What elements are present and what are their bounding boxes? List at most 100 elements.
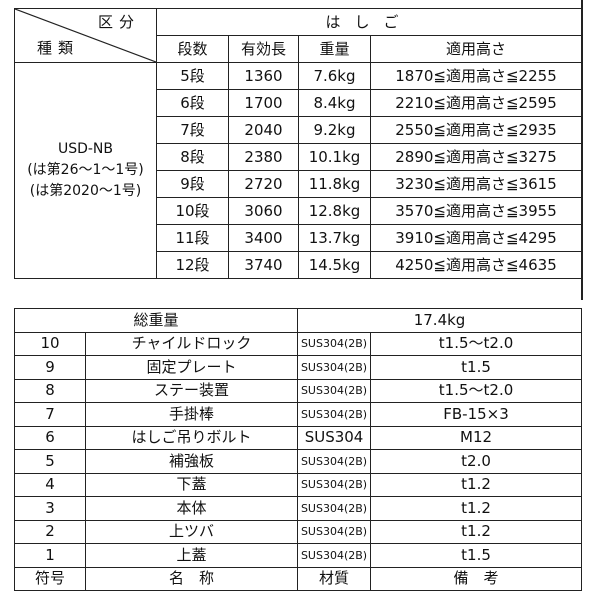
type-line: (は第26～1～1号) bbox=[27, 162, 144, 178]
table-cell: 8 bbox=[14, 378, 86, 403]
table-cell: 7.6kg bbox=[298, 62, 371, 90]
table-cell: ステー装置 bbox=[84, 378, 299, 403]
table-row: 11段 3400 13.7kg 3910≦適用高さ≦4295 bbox=[15, 224, 583, 252]
table-cell: t1.2 bbox=[370, 472, 583, 497]
corner-header-cell: 区分 種類 bbox=[14, 8, 157, 63]
total-weight-value: 17.4kg bbox=[297, 308, 583, 333]
table-cell: 2 bbox=[14, 519, 86, 544]
table-cell: 1700 bbox=[228, 89, 299, 117]
table-row: 10 チャイルドロック SUS304(2B) t1.5～t2.0 bbox=[14, 331, 583, 356]
table-cell: 6 bbox=[14, 425, 86, 450]
footer-header: 名 称 bbox=[84, 566, 299, 591]
table-cell: 14.5kg bbox=[298, 251, 371, 279]
table-cell: 3230≦適用高さ≦3615 bbox=[369, 170, 583, 198]
table-cell: SUS304(2B) bbox=[297, 449, 372, 474]
table-cell: 上蓋 bbox=[84, 543, 299, 568]
table-cell: M12 bbox=[370, 425, 583, 450]
table-cell: 手掛棒 bbox=[84, 402, 299, 427]
table-cell: 下蓋 bbox=[84, 472, 299, 497]
table-cell: t1.5～t2.0 bbox=[370, 331, 583, 356]
table-cell: 1870≦適用高さ≦2255 bbox=[369, 62, 583, 90]
table-cell: 上ツバ bbox=[84, 519, 299, 544]
table-cell: SUS304(2B) bbox=[297, 331, 372, 356]
table-cell: SUS304 bbox=[297, 425, 372, 450]
table-cell: 固定プレート bbox=[84, 355, 299, 380]
table-cell: 補強板 bbox=[84, 449, 299, 474]
table-row: 6段 1700 8.4kg 2210≦適用高さ≦2595 bbox=[15, 89, 583, 117]
table-cell: 10.1kg bbox=[298, 143, 371, 171]
total-weight-label: 総重量 bbox=[13, 308, 299, 333]
table-cell: t1.5 bbox=[370, 543, 583, 568]
table-cell: SUS304(2B) bbox=[297, 378, 372, 403]
table-cell: 9 bbox=[14, 355, 86, 380]
table-row: 3 本体 SUS304(2B) t1.2 bbox=[14, 496, 583, 521]
table-row: 9 固定プレート SUS304(2B) t1.5 bbox=[14, 355, 583, 380]
table-cell: SUS304(2B) bbox=[297, 355, 372, 380]
table-cell: 2040 bbox=[228, 116, 299, 144]
corner-top-label: 区分 bbox=[97, 13, 140, 31]
table-cell: 4250≦適用高さ≦4635 bbox=[369, 251, 583, 279]
table-row: 12段 3740 14.5kg 4250≦適用高さ≦4635 bbox=[15, 251, 583, 279]
table-cell: t1.5～t2.0 bbox=[370, 378, 583, 403]
table-cell: 3400 bbox=[228, 224, 299, 252]
table-cell: 6段 bbox=[156, 89, 229, 117]
table-row: 7 手掛棒 SUS304(2B) FB-15×3 bbox=[14, 402, 583, 427]
table-cell: FB-15×3 bbox=[370, 402, 583, 427]
table-cell: はしご吊りボルト bbox=[84, 425, 299, 450]
table-cell: 11段 bbox=[156, 224, 229, 252]
table-row: 9段 2720 11.8kg 3230≦適用高さ≦3615 bbox=[15, 170, 583, 198]
table-cell: t2.0 bbox=[370, 449, 583, 474]
corner-bottom-label: 種類 bbox=[37, 39, 80, 57]
table-cell: 9.2kg bbox=[298, 116, 371, 144]
type-line: (は第2020～1号) bbox=[29, 183, 142, 199]
table-cell: 2210≦適用高さ≦2595 bbox=[369, 89, 583, 117]
frame-line bbox=[581, 0, 583, 300]
table-cell: 3060 bbox=[228, 197, 299, 225]
table-cell: 3 bbox=[14, 496, 86, 521]
table-cell: 3740 bbox=[228, 251, 299, 279]
table-cell: 10段 bbox=[156, 197, 229, 225]
table-row: 8 ステー装置 SUS304(2B) t1.5～t2.0 bbox=[14, 378, 583, 403]
table-cell: 8段 bbox=[156, 143, 229, 171]
table-cell: SUS304(2B) bbox=[297, 402, 372, 427]
table-cell: t1.2 bbox=[370, 519, 583, 544]
table-cell: 8.4kg bbox=[298, 89, 371, 117]
table-cell: 10 bbox=[14, 331, 86, 356]
table-cell: t1.2 bbox=[370, 496, 583, 521]
table-row: 10段 3060 12.8kg 3570≦適用高さ≦3955 bbox=[15, 197, 583, 225]
table-cell: SUS304(2B) bbox=[297, 519, 372, 544]
table-row: 1 上蓋 SUS304(2B) t1.5 bbox=[14, 543, 583, 568]
table-cell: 2890≦適用高さ≦3275 bbox=[369, 143, 583, 171]
table-cell: 4 bbox=[14, 472, 86, 497]
table-cell: 13.7kg bbox=[298, 224, 371, 252]
parts-table: 総重量 17.4kg 10 チャイルドロック SUS304(2B) t1.5～t2.0… bbox=[13, 308, 583, 591]
ladder-spec-table: 区分 種類 はしご 段数 有効長 重量 適用高さ USD-NB (は第26～1～1… bbox=[14, 8, 583, 279]
table-cell: 7 bbox=[14, 402, 86, 427]
table-cell: 1360 bbox=[228, 62, 299, 90]
table-cell: チャイルドロック bbox=[84, 331, 299, 356]
type-cell: USD-NB (は第26～1～1号) (は第2020～1号) bbox=[14, 62, 157, 279]
footer-header: 符号 bbox=[14, 566, 86, 591]
table-row: 2 上ツバ SUS304(2B) t1.2 bbox=[14, 519, 583, 544]
column-header: 適用高さ bbox=[369, 35, 583, 63]
type-line: USD-NB bbox=[57, 141, 114, 157]
table-cell: 本体 bbox=[84, 496, 299, 521]
table-cell: 9段 bbox=[156, 170, 229, 198]
footer-header: 備 考 bbox=[370, 566, 583, 591]
table-row: USD-NB (は第26～1～1号) (は第2020～1号) 5段 1360 7.6kg 1… bbox=[14, 62, 583, 279]
table-row: 4 下蓋 SUS304(2B) t1.2 bbox=[14, 472, 583, 497]
table-cell: 2380 bbox=[228, 143, 299, 171]
footer-header: 材質 bbox=[297, 566, 372, 591]
group-header: はしご bbox=[155, 8, 583, 36]
column-header: 段数 bbox=[156, 35, 229, 63]
table-cell: 7段 bbox=[156, 116, 229, 144]
table-row: 7段 2040 9.2kg 2550≦適用高さ≦2935 bbox=[15, 116, 583, 144]
table-cell: t1.5 bbox=[370, 355, 583, 380]
table-cell: 12.8kg bbox=[298, 197, 371, 225]
column-header: 重量 bbox=[298, 35, 371, 63]
table-cell: 3910≦適用高さ≦4295 bbox=[369, 224, 583, 252]
table-cell: SUS304(2B) bbox=[297, 472, 372, 497]
table-cell: 1 bbox=[14, 543, 86, 568]
column-header: 有効長 bbox=[228, 35, 299, 63]
table-cell: 12段 bbox=[156, 251, 229, 279]
